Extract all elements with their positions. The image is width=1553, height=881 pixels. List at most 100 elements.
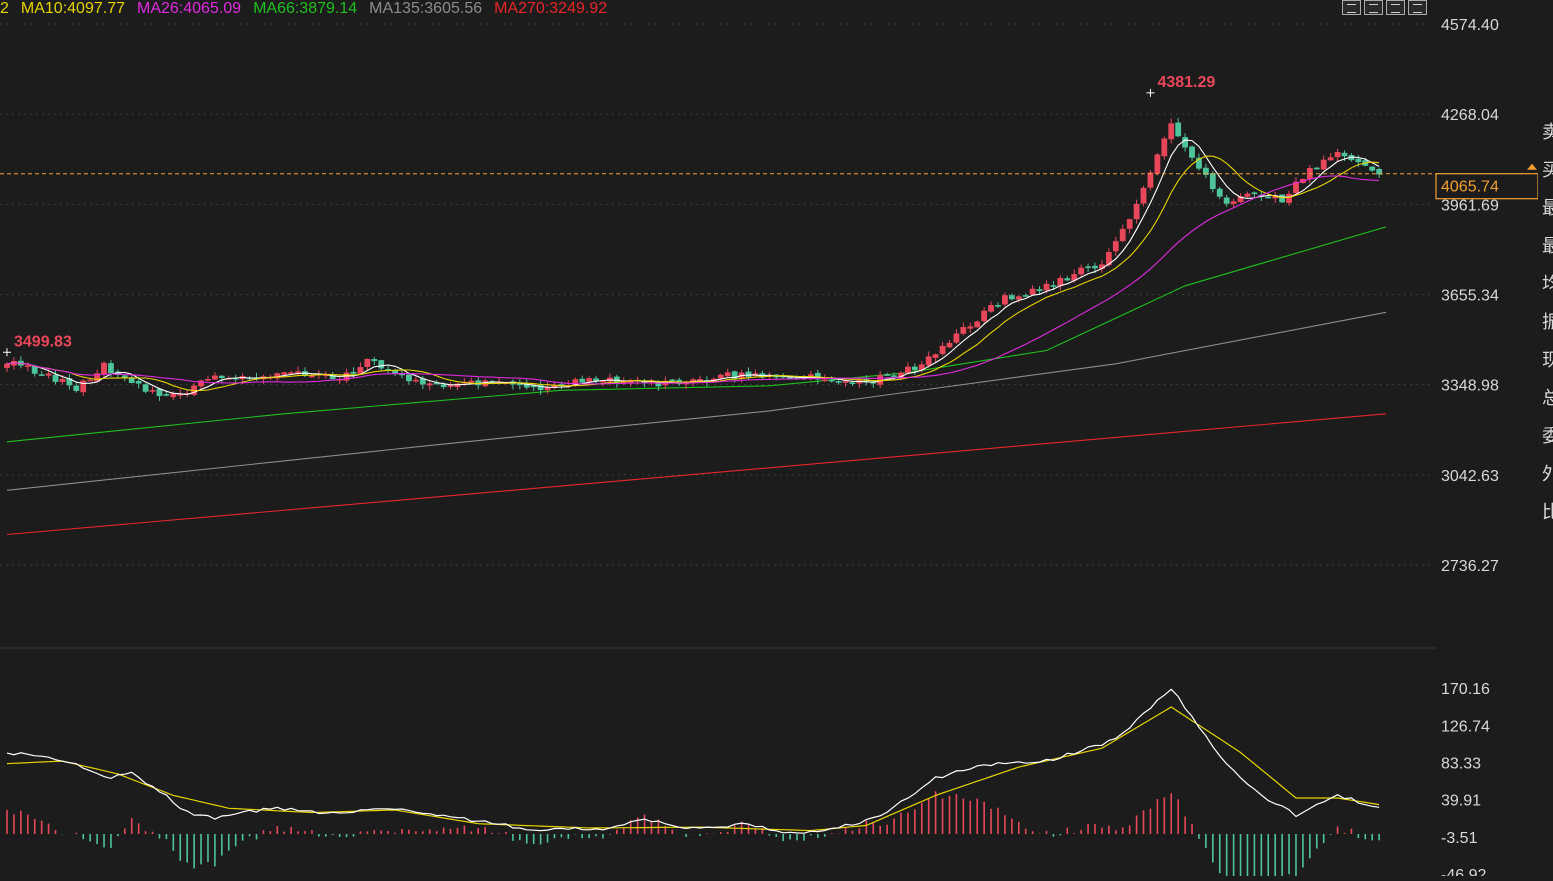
- candle-body-54: [378, 360, 385, 369]
- candle-body-146: [1015, 296, 1022, 300]
- candle-body-30: [212, 375, 218, 380]
- candle-body-103: [717, 374, 724, 379]
- candle-body-51: [357, 367, 364, 374]
- candle-body-191: [1327, 157, 1334, 161]
- candle-body-138: [960, 327, 967, 334]
- macd-tick-3: 39.91: [1441, 793, 1481, 810]
- price-tick-4: 3348.98: [1441, 378, 1499, 395]
- current-price-marker: 4065.74: [0, 163, 1539, 200]
- ma5-line: [6, 139, 1380, 395]
- side-panel-label-9: 外: [1542, 464, 1553, 484]
- candle-body-23: [163, 394, 170, 396]
- candle-body-137: [953, 333, 960, 343]
- candle-body-77: [537, 385, 544, 391]
- candle-body-173: [1202, 167, 1209, 175]
- candle-body-178: [1237, 196, 1244, 203]
- candle-body-3: [24, 365, 31, 368]
- candle-body-58: [406, 374, 412, 382]
- grid-lines: [0, 23, 1435, 649]
- price-tick-0: 4574.40: [1441, 17, 1499, 34]
- candle-body-164: [1140, 187, 1147, 204]
- candle-body-169: [1175, 122, 1182, 137]
- side-panel-label-0: 卖: [1542, 122, 1553, 142]
- expand-icon[interactable]: [1408, 0, 1427, 15]
- legend-ma135: MA135:3605.56: [369, 0, 483, 17]
- candle-body-6: [45, 373, 52, 376]
- side-panel-label-1: 买: [1542, 160, 1553, 180]
- candle-body-86: [600, 380, 606, 383]
- candle-body-67: [468, 380, 475, 383]
- candle-body-50: [350, 371, 357, 374]
- candle-body-161: [1119, 228, 1126, 242]
- candle-body-96: [669, 379, 676, 382]
- macd-tick-4: -3.51: [1441, 830, 1478, 847]
- candle-body-166: [1154, 154, 1161, 174]
- candle-body-177: [1230, 201, 1237, 204]
- candle-body-159: [1105, 252, 1112, 266]
- candle-body-130: [904, 366, 911, 374]
- candle-body-180: [1251, 192, 1258, 195]
- candle-body-198: [1376, 169, 1383, 175]
- candle-body-157: [1092, 265, 1098, 269]
- candle-body-131: [911, 366, 918, 371]
- candle-body-14: [101, 362, 107, 375]
- candle-body-163: [1133, 203, 1140, 220]
- candle-body-148: [1029, 288, 1036, 295]
- candle-body-44: [309, 375, 315, 378]
- macd-tick-2: 83.33: [1441, 755, 1481, 772]
- candle-body-118: [821, 379, 828, 382]
- candle-body-190: [1320, 159, 1327, 170]
- candle-body-133: [925, 356, 932, 366]
- candle-body-145: [1008, 295, 1015, 300]
- candle-body-0: [4, 363, 10, 368]
- side-panel-label-10: 比: [1542, 502, 1553, 522]
- candle-body-168: [1168, 123, 1175, 140]
- candle-body-172: [1196, 157, 1202, 169]
- candle-body-19: [135, 380, 142, 384]
- price-tick-6: 2736.27: [1441, 558, 1499, 575]
- ma26-line: [6, 175, 1380, 385]
- price-tick-1: 4268.04: [1441, 107, 1499, 124]
- candle-body-141: [981, 310, 988, 322]
- candle-body-5: [38, 374, 45, 376]
- price-tick-5: 3042.63: [1441, 468, 1499, 485]
- current-price-box: [1435, 173, 1539, 200]
- candle-body-135: [939, 345, 946, 354]
- candle-body-28: [198, 380, 204, 387]
- price-axis: 4574.40 4268.04 3961.69 3655.34 3348.98 3042.…: [1441, 17, 1499, 881]
- side-panel-label-3: 最: [1542, 236, 1553, 256]
- legend-ma66: MA66:3879.14: [253, 0, 358, 17]
- price-arrow-icon: [1527, 163, 1537, 170]
- candle-body-140: [974, 321, 981, 328]
- candle-body-151: [1050, 285, 1057, 287]
- candle-body-165: [1147, 172, 1154, 188]
- candle-body-10: [73, 385, 80, 391]
- annotation-label-1: 3499.83: [14, 333, 72, 350]
- side-panel-label-5: 振: [1542, 312, 1553, 332]
- crosshair-icon[interactable]: [1342, 0, 1361, 15]
- candle-body-20: [142, 384, 149, 392]
- zoom-icon[interactable]: [1364, 0, 1383, 15]
- candle-body-121: [842, 381, 849, 383]
- candle-body-53: [371, 358, 378, 362]
- candle-body-11: [80, 380, 87, 393]
- candle-body-120: [835, 381, 842, 383]
- macd-panel: [6, 688, 1380, 881]
- candle-body-78: [544, 387, 551, 391]
- candle-body-107: [745, 371, 752, 378]
- annotation-label-0: 4381.29: [1157, 74, 1215, 91]
- candle-body-170: [1182, 137, 1188, 148]
- candle-body-59: [412, 379, 419, 382]
- price-tick-2: 3961.69: [1441, 197, 1499, 214]
- legend-ma26: MA26:4065.09: [136, 0, 242, 17]
- current-price-label: 4065.74: [1441, 179, 1499, 196]
- candle-body-156: [1085, 266, 1091, 269]
- candle-body-149: [1036, 289, 1043, 292]
- side-panel-label-6: 现: [1542, 350, 1553, 370]
- candle-body-7: [52, 374, 59, 382]
- play-icon[interactable]: [1386, 0, 1405, 15]
- candle-body-171: [1189, 146, 1195, 158]
- candle-body-155: [1078, 267, 1085, 275]
